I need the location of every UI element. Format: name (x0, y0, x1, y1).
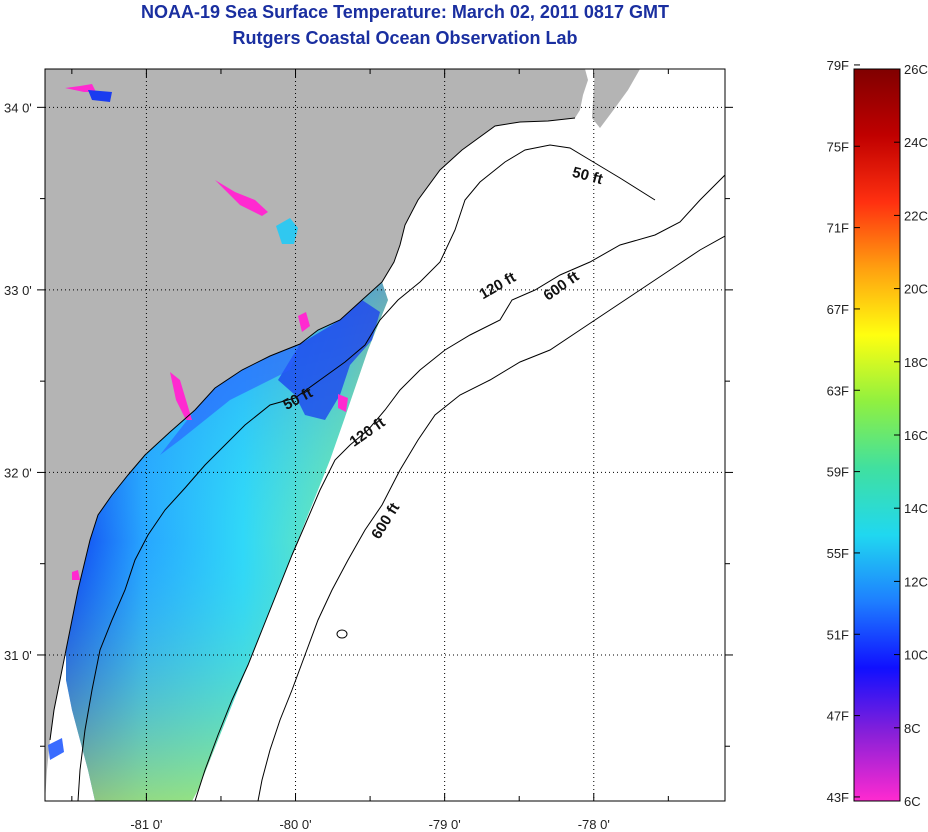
isobath-50ft (77, 144, 656, 801)
lat-label: 32 0' (4, 465, 32, 480)
map-title: NOAA-19 Sea Surface Temperature: March 0… (141, 2, 669, 22)
colorbar-label-fahrenheit: 71F (827, 221, 849, 236)
colorbar-label-celsius: 20C (904, 282, 928, 297)
lat-label: 33 0' (4, 283, 32, 298)
lon-label: -81 0' (130, 817, 162, 832)
sst-cold-fringe-4 (170, 372, 192, 420)
lat-label: 34 0' (4, 100, 32, 115)
plot-frame (44, 68, 726, 802)
colorbar-label-fahrenheit: 47F (827, 709, 849, 724)
sst-cold-fringe-2 (88, 90, 112, 102)
land-mass-northeast (592, 69, 640, 128)
lon-label: -80 0' (279, 817, 311, 832)
colorbar-label-fahrenheit: 79F (827, 58, 849, 73)
sst-cool-band (160, 344, 300, 455)
sst-cold-fringe-8 (48, 738, 64, 760)
colorbar-label-celsius: 24C (904, 135, 928, 150)
land-mass (45, 69, 588, 801)
colorbar-scale (853, 68, 901, 802)
colorbar-label-celsius: 12C (904, 574, 928, 589)
colorbar-label-celsius: 18C (904, 355, 928, 370)
colorbar-label-fahrenheit: 75F (827, 139, 849, 154)
coastline (49, 117, 576, 741)
colorbar-label-celsius: 10C (904, 648, 928, 663)
colorbar-label-fahrenheit: 67F (827, 302, 849, 317)
lon-label: -78 0' (578, 817, 610, 832)
sst-cold-fringe-3 (215, 180, 268, 216)
lat-lon-grid (45, 69, 725, 801)
colorbar-label-celsius: 6C (904, 794, 921, 809)
isobath-600ft (257, 235, 725, 801)
axis-ticks (37, 69, 733, 801)
colorbar-label-fahrenheit: 43F (827, 790, 849, 805)
map-subtitle: Rutgers Coastal Ocean Observation Lab (232, 28, 578, 48)
colorbar-label-fahrenheit: 51F (827, 627, 849, 642)
axis-labels: -81 0' -80 0' -79 0' -78 0' 34 0' 33 0' 32 0' 3… (4, 100, 610, 832)
sst-cold-patch (278, 300, 380, 420)
colorbar-label-celsius: 8C (904, 721, 921, 736)
lat-label: 31 0' (4, 648, 32, 663)
colorbar-label-fahrenheit: 59F (827, 465, 849, 480)
colorbar-labels: 26C 24C 22C 20C 18C 16C 14C 12C 10C 8C 6C 79F 75F 71F… (827, 58, 928, 809)
isobath-120ft (194, 174, 725, 801)
isobath-seamount (336, 629, 348, 639)
colorbar-label-celsius: 14C (904, 501, 928, 516)
colorbar-label-fahrenheit: 63F (827, 383, 849, 398)
colorbar-label-fahrenheit: 55F (827, 546, 849, 561)
sst-cold-fringe-7 (72, 570, 80, 580)
sst-cold-fringe-6 (338, 394, 348, 412)
lon-label: -79 0' (429, 817, 461, 832)
colorbar-label-celsius: 26C (904, 62, 928, 77)
colorbar-label-celsius: 16C (904, 428, 928, 443)
sst-cold-fringe-5 (298, 312, 310, 332)
sst-lake (276, 218, 298, 244)
sst-cold-fringe-1 (65, 84, 96, 92)
colorbar-label-celsius: 22C (904, 208, 928, 223)
